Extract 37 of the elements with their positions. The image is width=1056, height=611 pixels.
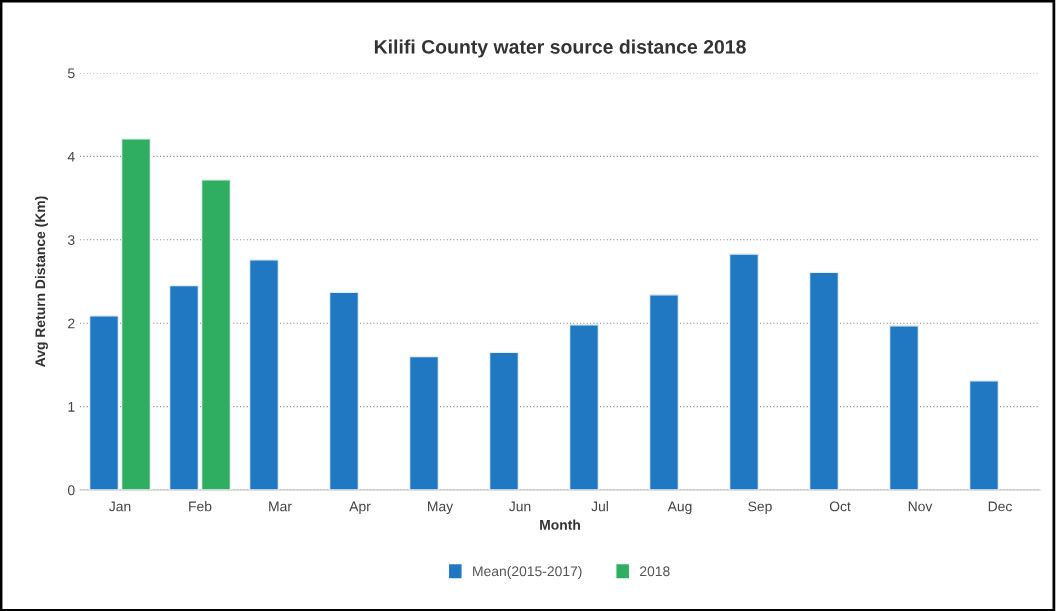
y-tick-label: 5 <box>67 68 75 79</box>
bar <box>120 138 152 490</box>
bar <box>88 314 120 490</box>
bar <box>248 259 280 490</box>
x-tick-label: Jun <box>509 501 531 512</box>
bar <box>168 284 200 490</box>
bar <box>728 253 760 490</box>
bar <box>328 291 360 490</box>
bar <box>200 179 232 490</box>
x-tick-label: Oct <box>829 501 851 512</box>
x-tick-label: Nov <box>908 501 933 512</box>
y-tick-label: 3 <box>67 235 75 245</box>
x-tick-label: Jul <box>591 501 608 512</box>
x-tick-label: May <box>428 501 454 515</box>
bar <box>968 380 1000 490</box>
y-tick-label: 2 <box>68 318 75 329</box>
x-tick-label: Mar <box>269 501 292 512</box>
x-tick-label: Jan <box>109 501 131 512</box>
x-axis-title: Month <box>540 519 580 530</box>
x-tick-label: Sep <box>748 501 772 515</box>
x-tick-label: Dec <box>988 501 1012 512</box>
x-tick-label: Feb <box>189 501 212 512</box>
legend-label: 2018 <box>640 566 670 577</box>
legend-label: Mean(2015-2017) <box>473 565 582 579</box>
y-tick-label: 4 <box>67 151 75 162</box>
bar <box>408 355 440 490</box>
x-tick-label: Aug <box>667 501 692 515</box>
chart-title: Kilifi County water source distance 2018 <box>374 39 746 58</box>
y-tick-label: 1 <box>68 402 75 412</box>
bar <box>488 351 520 490</box>
y-axis-title: Avg Return Distance (Km) <box>34 196 48 367</box>
bar <box>888 325 920 490</box>
y-tick-label: 0 <box>67 485 75 496</box>
x-tick-label: Apr <box>349 501 371 515</box>
bar <box>808 271 840 490</box>
bar <box>648 294 680 490</box>
bar <box>568 324 600 490</box>
